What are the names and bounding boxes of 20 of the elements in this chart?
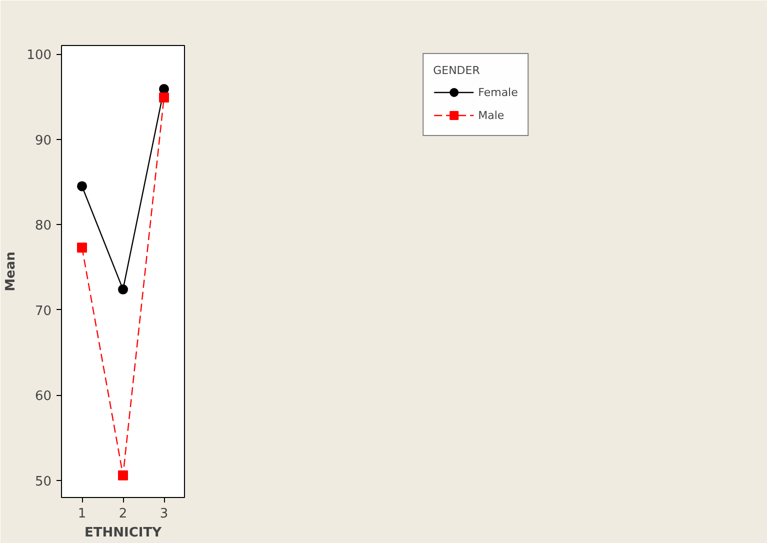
- x-tick-label: 3: [160, 506, 168, 522]
- point: [159, 92, 169, 103]
- point: [118, 284, 128, 294]
- y-tick-label: 90: [34, 133, 52, 148]
- point: [159, 84, 169, 94]
- y-tick-label: 70: [34, 304, 52, 319]
- legend-title: GENDER: [433, 64, 481, 77]
- legend-label: Female: [478, 86, 518, 98]
- y-tick-label: 100: [26, 48, 52, 64]
- y-tick-label: 50: [34, 474, 52, 490]
- y-tick-label: 60: [34, 389, 52, 404]
- y-axis-title: Mean: [4, 252, 19, 292]
- point: [77, 242, 87, 253]
- y-tick-label: 80: [34, 218, 52, 234]
- x-tick-label: 2: [118, 506, 128, 522]
- point: [118, 470, 128, 480]
- legend-label: Male: [478, 108, 504, 122]
- point: [77, 181, 87, 192]
- x-tick-label: 1: [78, 506, 86, 522]
- x-axis-title: ETHNICITY: [84, 526, 162, 540]
